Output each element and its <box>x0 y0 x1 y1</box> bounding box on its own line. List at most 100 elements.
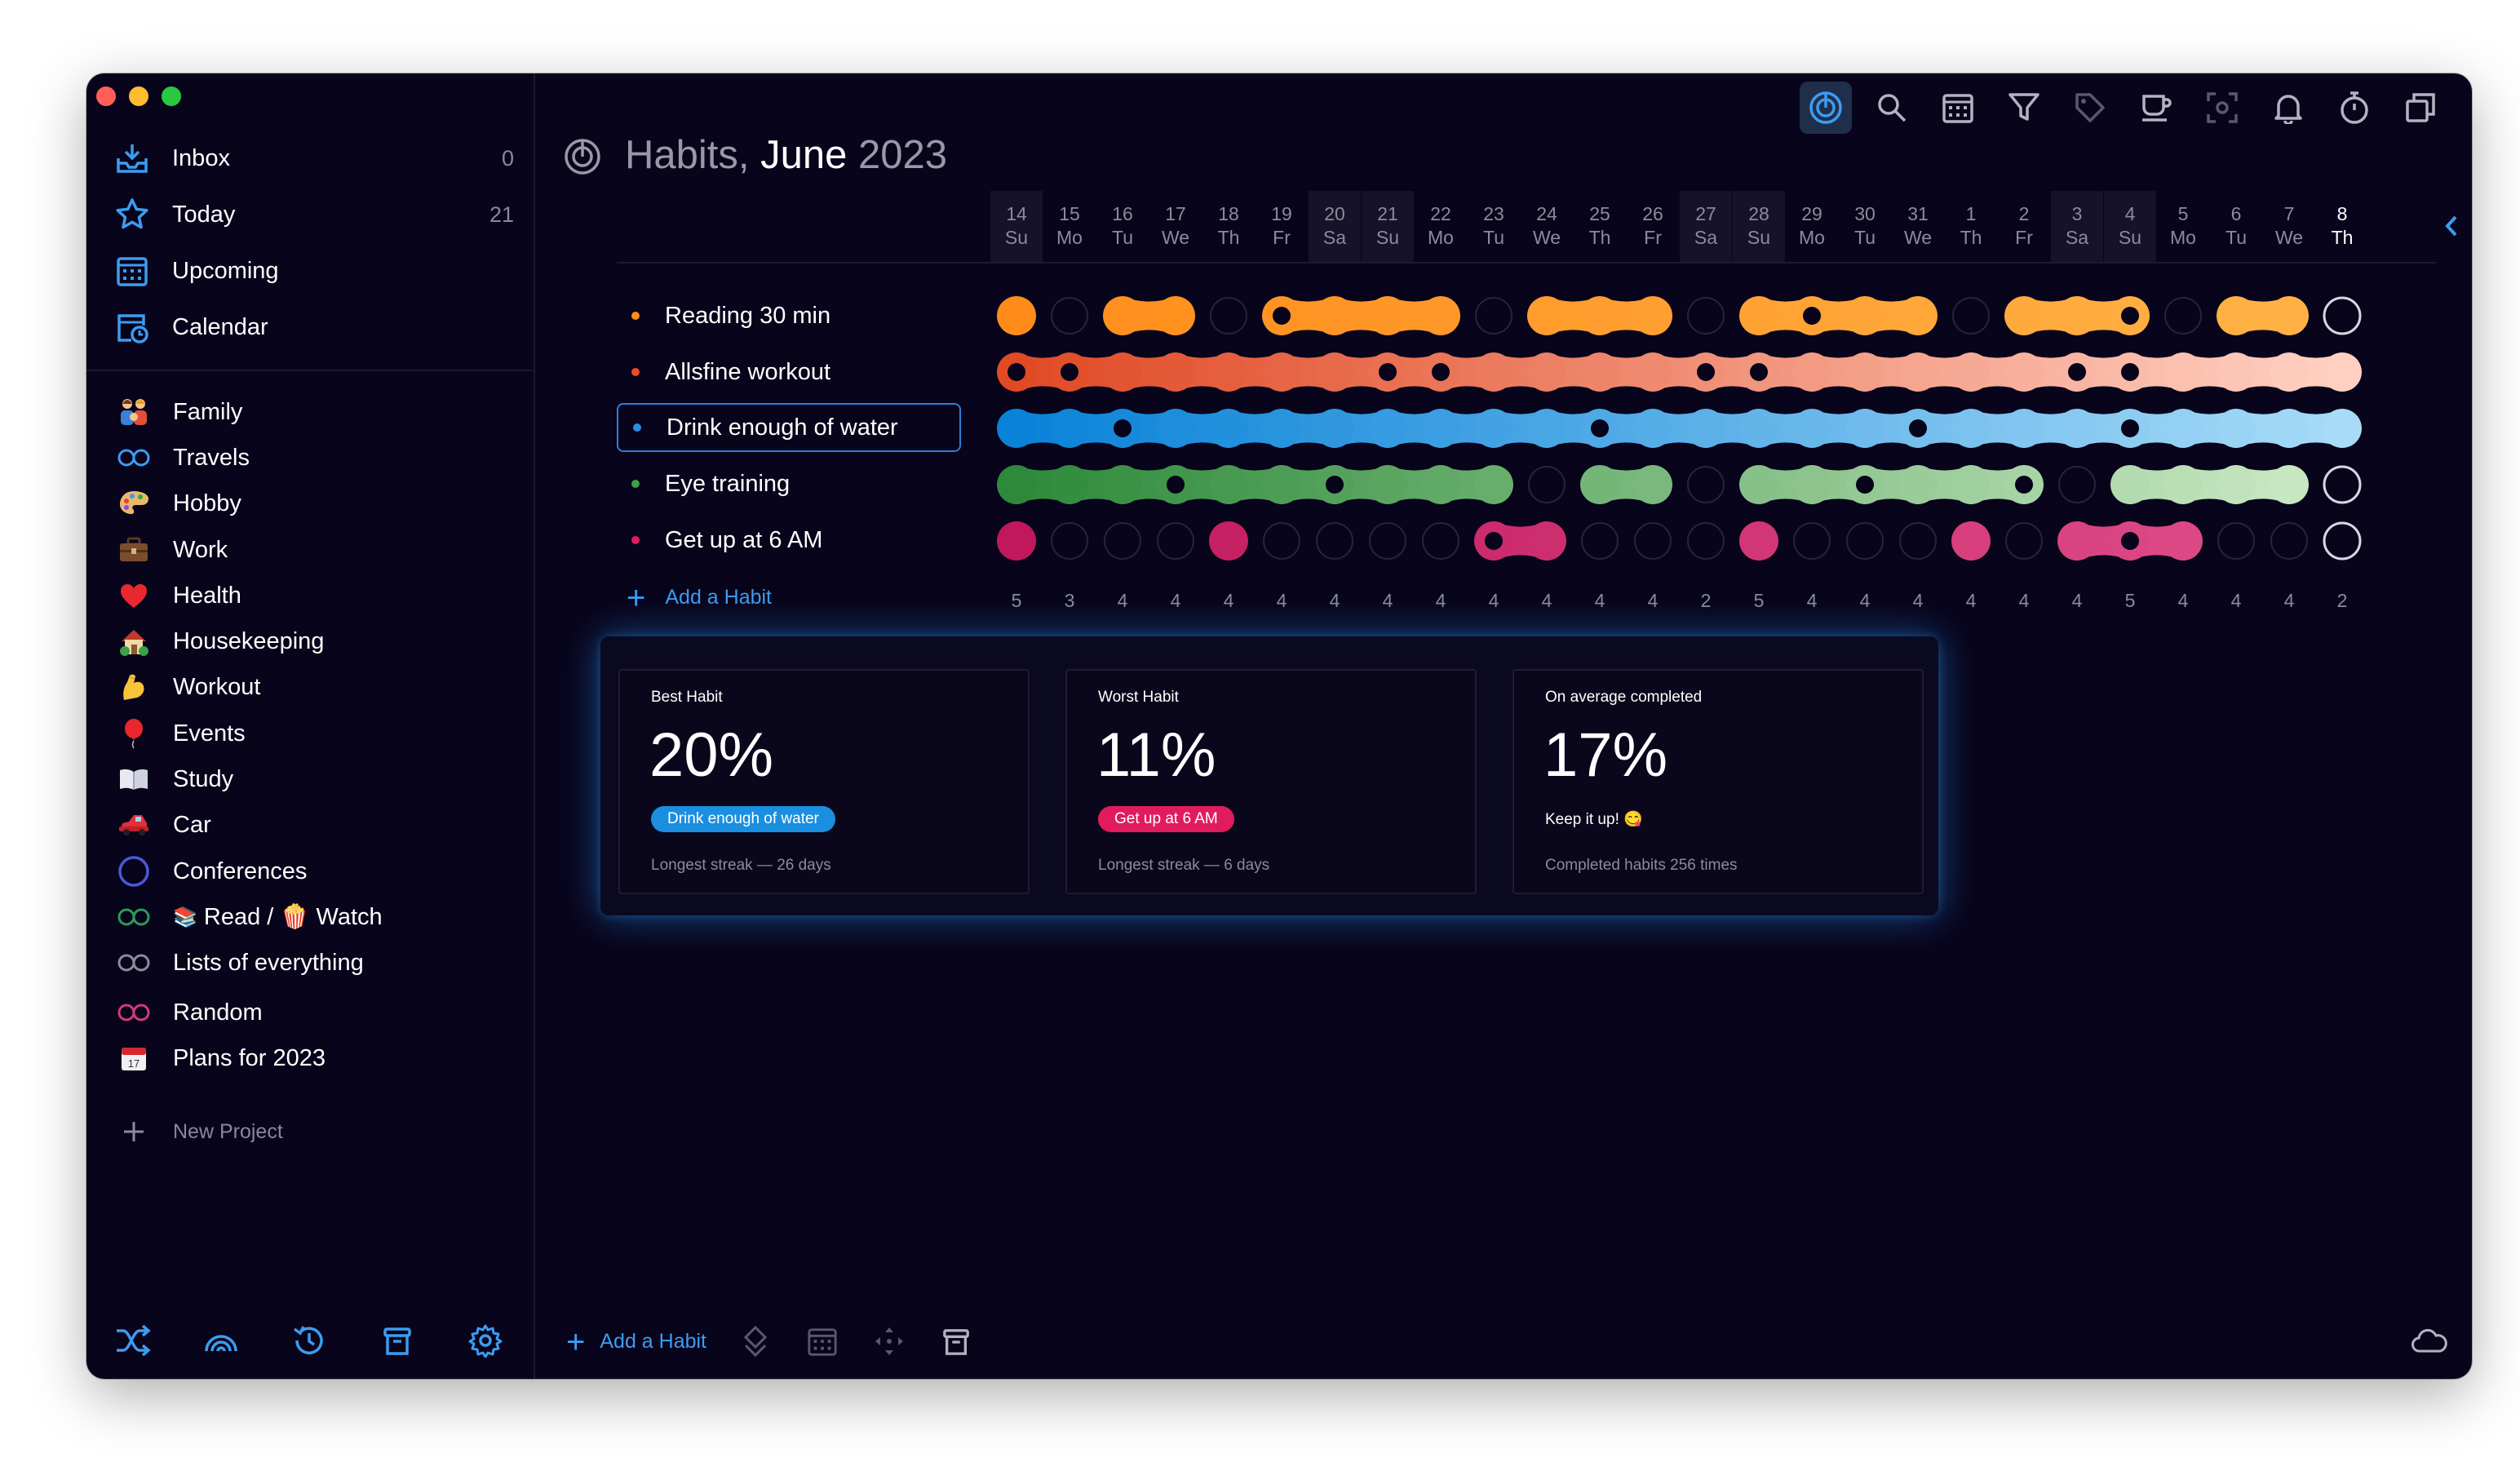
habit-day-done[interactable] <box>1633 465 1672 504</box>
habit-day-done[interactable] <box>1633 409 1672 448</box>
cloud-icon[interactable] <box>2411 1323 2447 1359</box>
habit-day-done[interactable] <box>1050 409 1089 448</box>
project-study[interactable]: Study <box>116 760 516 798</box>
calendar-icon[interactable] <box>1932 82 1984 134</box>
habit-day-empty[interactable] <box>2270 522 2308 560</box>
habit-day-done[interactable] <box>1527 296 1566 335</box>
project-workout[interactable]: Workout <box>116 668 516 706</box>
habit-day-done[interactable] <box>1368 296 1407 335</box>
habit-day-done[interactable] <box>1898 352 1938 392</box>
habit-day-empty[interactable] <box>2323 296 2362 335</box>
habits-icon[interactable] <box>1800 82 1852 134</box>
habit-day-done[interactable] <box>2004 352 2044 392</box>
habit-day-done[interactable] <box>2323 409 2362 448</box>
habit-day-done[interactable] <box>1633 296 1672 335</box>
habit-day-done[interactable] <box>2004 409 2044 448</box>
habit-day-done[interactable] <box>1792 465 1831 504</box>
focus-icon[interactable] <box>2196 82 2248 134</box>
habit-day-done[interactable] <box>1421 465 1460 504</box>
history-icon[interactable] <box>289 1320 330 1361</box>
habit-day-done[interactable] <box>1209 521 1248 561</box>
habit-day-done[interactable] <box>1209 465 1248 504</box>
habit-day-done[interactable] <box>1103 296 1142 335</box>
habit-allsfine-workout[interactable]: Allsfine workout <box>617 348 961 397</box>
habit-day-done[interactable] <box>1739 521 1778 561</box>
habit-day-done[interactable] <box>1527 409 1566 448</box>
trash-icon[interactable] <box>377 1320 418 1361</box>
habit-day-done[interactable] <box>1739 409 1778 448</box>
habit-day-done[interactable] <box>1315 296 1354 335</box>
zoom-window-button[interactable] <box>162 86 181 106</box>
habit-day-done[interactable] <box>1156 352 1195 392</box>
habit-day-done[interactable] <box>2217 465 2256 504</box>
habit-day-done[interactable] <box>1951 409 1991 448</box>
nav-inbox[interactable]: Inbox 0 <box>114 138 514 179</box>
habit-day-done[interactable] <box>1262 409 1301 448</box>
habit-day-empty[interactable] <box>1899 522 1937 560</box>
habit-day-done[interactable] <box>1315 409 1354 448</box>
habit-day-done[interactable] <box>997 521 1036 561</box>
settings-icon[interactable] <box>465 1320 506 1361</box>
habit-day-done[interactable] <box>1103 465 1142 504</box>
habit-day-empty[interactable] <box>1051 297 1088 335</box>
habit-day-done[interactable] <box>1156 409 1195 448</box>
habit-day-done[interactable] <box>1898 465 1938 504</box>
habit-day-done[interactable] <box>1315 352 1354 392</box>
habit-day-done[interactable] <box>1209 352 1248 392</box>
delete-icon[interactable] <box>938 1323 974 1359</box>
habit-day-empty[interactable] <box>1263 522 1300 560</box>
habit-day-empty[interactable] <box>1793 522 1831 560</box>
habit-day-empty[interactable] <box>1316 522 1353 560</box>
habit-day-empty[interactable] <box>1687 297 1725 335</box>
habit-day-done[interactable] <box>1633 352 1672 392</box>
project-work[interactable]: Work <box>116 531 516 569</box>
project-health[interactable]: Health <box>116 577 516 614</box>
habit-drink-water[interactable]: Drink enough of water <box>617 403 961 452</box>
habit-day-empty[interactable] <box>2164 297 2202 335</box>
project-housekeeping[interactable]: Housekeeping <box>116 623 516 660</box>
project-read-watch[interactable]: 📚 Read / 🍿 Watch <box>116 898 516 936</box>
habit-day-done[interactable] <box>1262 352 1301 392</box>
project-events[interactable]: Events <box>116 715 516 752</box>
habit-day-done[interactable] <box>1103 352 1142 392</box>
habit-day-done[interactable] <box>1527 352 1566 392</box>
habit-day-done[interactable] <box>1209 409 1248 448</box>
new-project-button[interactable]: New Project <box>116 1113 516 1150</box>
habit-get-up-6am[interactable]: Get up at 6 AM <box>617 516 961 565</box>
habit-day-empty[interactable] <box>2323 521 2362 561</box>
habit-day-done[interactable] <box>1262 465 1301 504</box>
habit-day-done[interactable] <box>2163 409 2203 448</box>
habit-day-done[interactable] <box>1474 352 1513 392</box>
habit-day-done[interactable] <box>2004 296 2044 335</box>
habit-day-done[interactable] <box>1580 465 1619 504</box>
project-travels[interactable]: Travels <box>116 439 516 476</box>
habit-day-done[interactable] <box>2270 352 2309 392</box>
habit-day-done[interactable] <box>2217 409 2256 448</box>
habit-day-done[interactable] <box>1527 521 1566 561</box>
habit-day-done[interactable] <box>2270 465 2309 504</box>
habit-day-done[interactable] <box>1580 296 1619 335</box>
habit-day-done[interactable] <box>2323 352 2362 392</box>
habit-day-done[interactable] <box>1951 352 1991 392</box>
habit-day-empty[interactable] <box>2005 522 2043 560</box>
minimize-window-button[interactable] <box>129 86 148 106</box>
habit-day-done[interactable] <box>1156 296 1195 335</box>
tag-icon[interactable] <box>2064 82 2116 134</box>
habit-day-done[interactable] <box>2270 296 2309 335</box>
window-icon[interactable] <box>2394 82 2447 134</box>
habit-reading[interactable]: Reading 30 min <box>617 291 961 340</box>
nav-calendar[interactable]: Calendar <box>114 307 514 348</box>
coffee-icon[interactable] <box>2130 82 2182 134</box>
habit-day-done[interactable] <box>1898 296 1938 335</box>
habit-eye-training[interactable]: Eye training <box>617 459 961 508</box>
habit-day-done[interactable] <box>2110 465 2150 504</box>
close-window-button[interactable] <box>96 86 116 106</box>
habit-day-done[interactable] <box>1474 409 1513 448</box>
habit-day-empty[interactable] <box>1157 522 1194 560</box>
chevron-left-icon[interactable] <box>2439 212 2464 240</box>
priority-icon[interactable] <box>737 1323 773 1359</box>
habit-day-done[interactable] <box>2057 409 2097 448</box>
habit-day-empty[interactable] <box>1104 522 1141 560</box>
habit-day-empty[interactable] <box>1687 466 1725 503</box>
shuffle-icon[interactable] <box>113 1320 153 1361</box>
